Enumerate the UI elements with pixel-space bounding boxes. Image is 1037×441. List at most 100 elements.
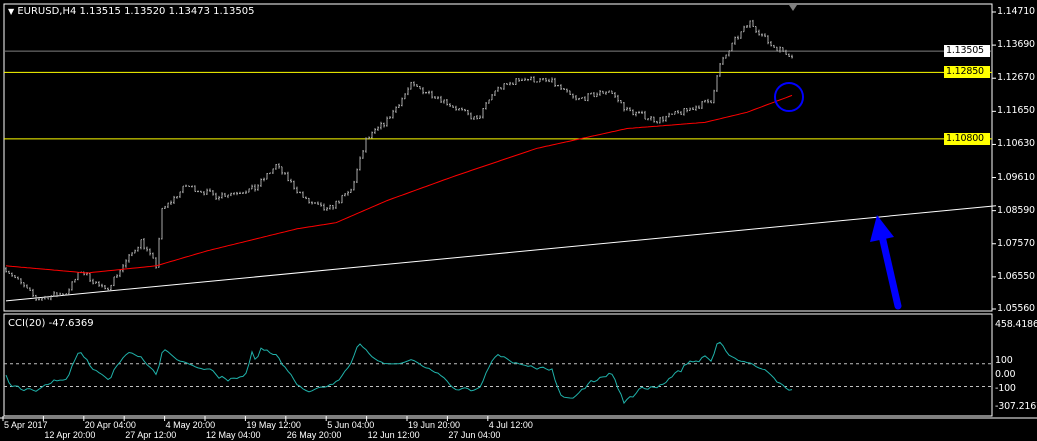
price-bar (491, 94, 493, 101)
price-bar (398, 103, 400, 108)
price-bar (185, 184, 187, 187)
price-bar (176, 196, 178, 199)
price-bar (119, 269, 121, 278)
price-bar (224, 192, 226, 197)
price-bar (11, 272, 13, 277)
price-bar (713, 89, 715, 104)
price-bar (740, 31, 742, 39)
price-bar (335, 200, 337, 209)
price-bar (38, 297, 40, 301)
annotation-circle[interactable] (774, 82, 804, 112)
price-bar (704, 99, 706, 103)
price-bar (470, 112, 472, 120)
price-bar (140, 239, 142, 250)
price-bar (671, 113, 673, 115)
trendline-segment[interactable] (5, 205, 997, 302)
price-bar (116, 274, 118, 278)
price-bar (488, 99, 490, 104)
price-bar (317, 201, 319, 205)
price-bar (653, 116, 655, 123)
price-bar (104, 285, 106, 290)
price-bar (746, 24, 748, 28)
price-bar (416, 84, 418, 88)
triangle-down-icon[interactable]: ▼ (8, 7, 15, 16)
chart-shift-marker-icon[interactable] (789, 5, 797, 11)
price-bar (542, 78, 544, 81)
price-bar (68, 288, 70, 295)
price-bar (41, 297, 43, 302)
price-bar (515, 78, 517, 85)
price-bar (734, 36, 736, 45)
price-bar (263, 177, 265, 182)
price-bar (47, 295, 49, 300)
time-axis-label: 4 May 20:00 (165, 420, 216, 430)
price-bar (158, 237, 160, 268)
price-bar (641, 110, 643, 114)
price-bar (167, 202, 169, 208)
level-price-label: 1.10800 (944, 132, 990, 145)
price-bar (155, 257, 157, 269)
time-axis-label: 12 May 04:00 (206, 430, 261, 440)
price-bar (533, 76, 535, 83)
price-bar (221, 192, 223, 199)
price-bar (350, 188, 352, 193)
price-bar (383, 122, 385, 128)
price-bar (422, 87, 424, 95)
price-bar (527, 78, 529, 82)
cci-title: CCI(20) -47.6369 (8, 318, 94, 329)
price-bar (707, 98, 709, 104)
price-bar (278, 163, 280, 169)
price-bar (353, 180, 355, 191)
price-bar (362, 149, 364, 159)
price-bar (644, 110, 646, 120)
price-bar (29, 287, 31, 291)
price-bar (413, 81, 415, 87)
time-axis-label: 12 Apr 20:00 (44, 430, 96, 440)
bid-price-label: 1.13505 (944, 45, 990, 58)
price-bar (473, 116, 475, 120)
price-bar (446, 98, 448, 106)
price-bar (557, 84, 559, 87)
price-bar (611, 90, 613, 95)
price-bar (512, 82, 514, 85)
price-bar (683, 107, 685, 116)
trendline[interactable] (5, 205, 997, 302)
price-bar (497, 86, 499, 92)
price-bar (443, 99, 445, 104)
horizontal-levels[interactable] (4, 50, 992, 140)
price-bar (686, 107, 688, 113)
price-bar (395, 106, 397, 114)
price-bar (485, 101, 487, 110)
price-bar (593, 92, 595, 98)
price-bar (242, 191, 244, 194)
price-bar (125, 259, 127, 268)
price-bar (32, 288, 34, 298)
price-bar (458, 108, 460, 111)
price-bar (449, 103, 451, 108)
price-bar (143, 237, 145, 250)
price-bar (563, 88, 565, 90)
time-axis-label: 26 May 20:00 (286, 430, 342, 440)
price-bar (53, 291, 55, 297)
price-bar (722, 56, 724, 65)
annotation-arrow[interactable] (870, 215, 902, 310)
price-bar (629, 107, 631, 112)
price-bar (716, 75, 718, 92)
price-bar (320, 202, 322, 207)
price-bar (293, 180, 295, 190)
price-bar (731, 42, 733, 52)
price-bar (386, 116, 388, 127)
price-bar (35, 294, 37, 301)
price-bar (602, 90, 604, 94)
price-bar (149, 248, 151, 256)
price-bar (788, 53, 790, 58)
price-bar (77, 272, 79, 281)
price-bar (677, 109, 679, 114)
time-axis-label: 4 Jul 12:00 (488, 420, 533, 430)
price-bar (638, 110, 640, 114)
price-bar (596, 92, 598, 98)
price-bar (203, 191, 205, 196)
price-bar (425, 91, 427, 94)
price-bar (410, 81, 412, 90)
